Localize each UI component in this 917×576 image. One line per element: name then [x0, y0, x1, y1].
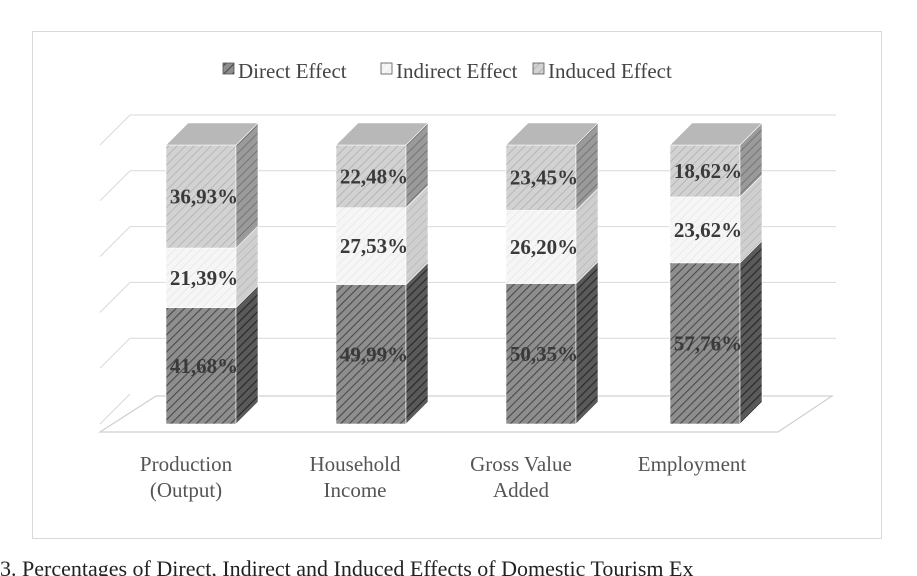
bar-direct-2	[505, 260, 599, 425]
bar-front	[669, 196, 741, 264]
data-label-indirect-3: 23,62%	[674, 218, 742, 242]
bar-induced-0	[165, 122, 259, 249]
category-label-1-line1: Income	[324, 478, 387, 502]
gridline-side	[99, 170, 131, 202]
data-label-direct-0: 41,68%	[170, 354, 238, 378]
legend-label-induced: Induced Effect	[548, 59, 672, 83]
figure-caption: 3. Percentages of Direct, Indirect and I…	[0, 556, 694, 576]
gridline-side	[99, 114, 131, 146]
bar-front	[505, 210, 577, 284]
legend-key-indirect	[380, 62, 393, 75]
chart: Direct Effect Indirect Effect Induced Effe…	[97, 59, 836, 502]
legend: Direct Effect Indirect Effect Induced Effe…	[222, 59, 672, 83]
data-label-indirect-1: 27,53%	[340, 234, 408, 258]
bar-top	[669, 122, 763, 146]
gridline-side	[99, 282, 131, 313]
bars	[165, 122, 763, 425]
chart-floor	[97, 395, 834, 433]
legend-label-direct: Direct Effect	[238, 59, 347, 83]
gridline-side	[99, 393, 131, 425]
category-label-2-line1: Added	[493, 478, 549, 502]
bar-indirect-3	[669, 174, 763, 264]
bar-front	[335, 207, 407, 285]
category-label-0-line0: Production	[140, 452, 233, 476]
legend-key-induced	[532, 62, 545, 75]
data-label-induced-2: 23,45%	[510, 166, 578, 190]
bar-front	[165, 144, 237, 249]
bar-induced-2	[505, 122, 599, 212]
bar-side	[405, 261, 429, 425]
data-labels: 41,68% 21,39% 36,93% 49,99% 27,53% 22,48% 50,3…	[170, 159, 742, 378]
bar-front	[505, 144, 577, 211]
data-label-indirect-0: 21,39%	[170, 266, 238, 290]
floor-plane	[97, 395, 834, 433]
bar-indirect-2	[505, 187, 599, 285]
bar-front	[669, 144, 741, 198]
bar-induced-3	[669, 122, 763, 198]
category-label-1-line0: Household	[310, 452, 401, 476]
bar-direct-3	[669, 240, 763, 425]
data-label-induced-3: 18,62%	[674, 159, 742, 183]
bar-direct-1	[335, 261, 429, 425]
bar-direct-0	[165, 284, 259, 425]
gridline-side	[99, 337, 131, 369]
gridline-side	[99, 226, 131, 257]
bar-front	[335, 144, 407, 209]
data-label-indirect-2: 26,20%	[510, 235, 578, 259]
category-label-0-line1: (Output)	[150, 478, 222, 502]
bar-indirect-0	[165, 225, 259, 309]
data-label-induced-0: 36,93%	[170, 185, 238, 209]
data-label-direct-1: 49,99%	[340, 342, 408, 366]
bar-front	[669, 262, 741, 425]
bar-front	[505, 283, 577, 425]
data-label-induced-1: 22,48%	[340, 164, 408, 188]
bar-side	[575, 260, 599, 425]
bar-induced-1	[335, 122, 429, 209]
data-label-direct-3: 57,76%	[674, 331, 742, 355]
bar-top	[505, 122, 599, 146]
data-label-direct-2: 50,35%	[510, 342, 578, 366]
category-label-3-line0: Employment	[638, 452, 747, 476]
bar-front	[335, 284, 407, 425]
bar-top	[335, 122, 429, 146]
legend-key-direct	[222, 62, 235, 75]
category-label-2-line0: Gross Value	[470, 452, 572, 476]
bar-top	[165, 122, 259, 146]
bar-side	[235, 284, 259, 425]
legend-label-indirect: Indirect Effect	[396, 59, 518, 83]
bar-indirect-1	[335, 184, 429, 286]
bar-side	[739, 240, 763, 425]
